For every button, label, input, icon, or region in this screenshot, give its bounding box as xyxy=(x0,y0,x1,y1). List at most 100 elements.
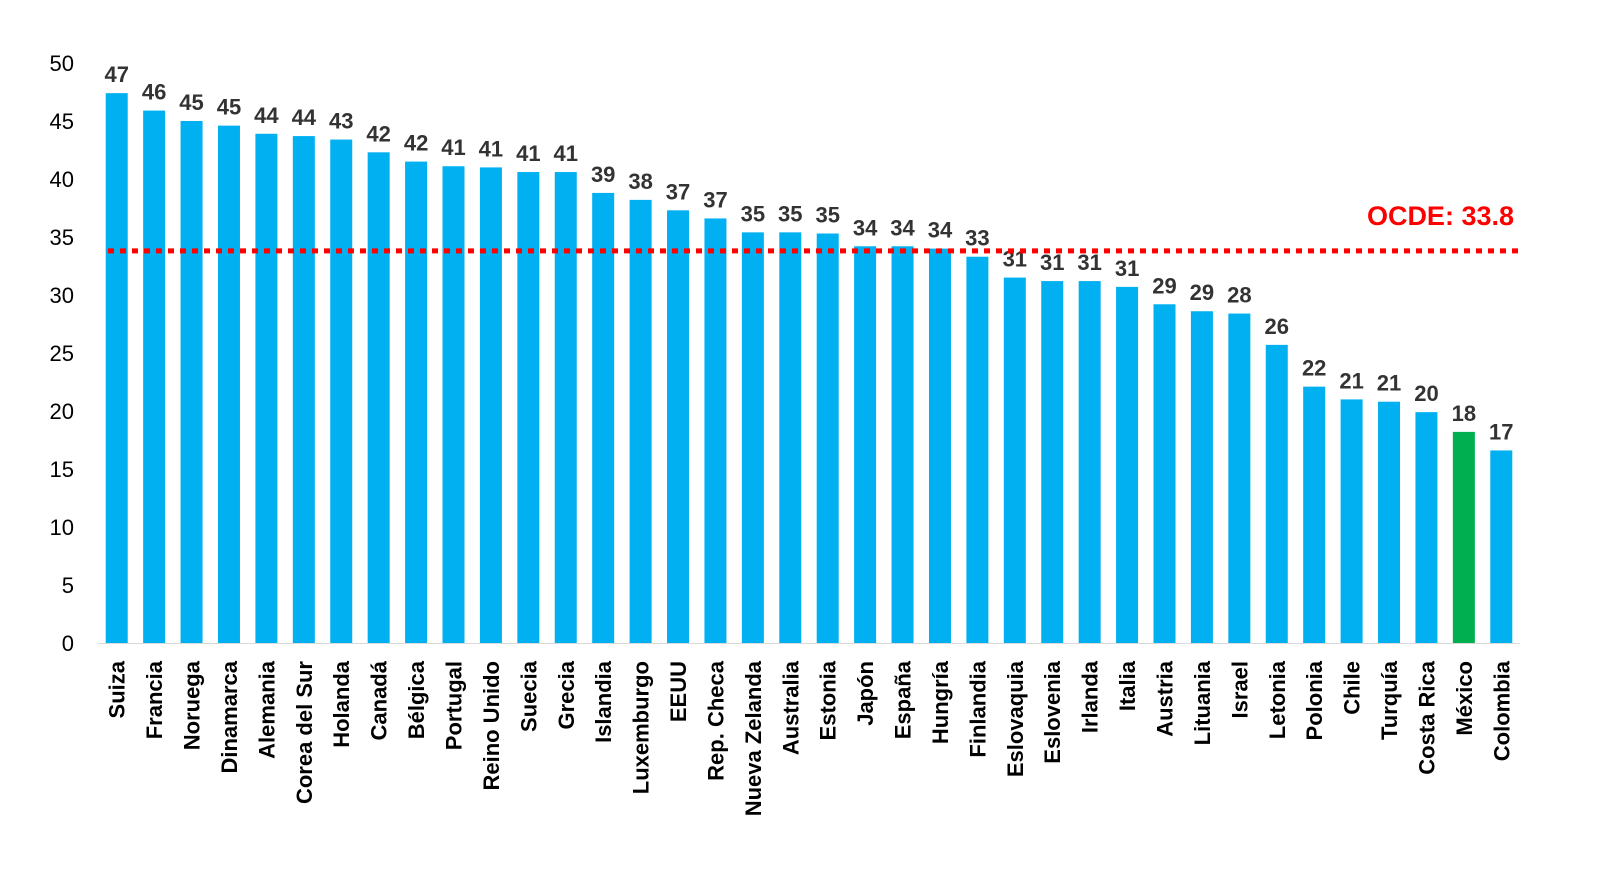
data-label-australia: 35 xyxy=(778,201,802,226)
bar-noruega xyxy=(180,121,203,643)
x-tick-label-italia: Italia xyxy=(1115,660,1140,711)
bar-chile xyxy=(1340,399,1363,643)
x-tick-label-alemania: Alemania xyxy=(254,660,279,759)
data-label-japón: 34 xyxy=(853,215,878,240)
x-tick-label-japón: Japón xyxy=(853,661,878,726)
data-label-suecia: 41 xyxy=(516,141,540,166)
data-label-francia: 46 xyxy=(142,80,166,105)
data-label-españa: 34 xyxy=(890,215,915,240)
bar-eslovaquia xyxy=(1003,277,1026,643)
bar-nueva-zelanda xyxy=(741,232,764,644)
bar-letonia xyxy=(1265,344,1288,643)
data-label-italia: 31 xyxy=(1115,256,1139,281)
data-label-chile: 21 xyxy=(1339,368,1363,393)
y-axis: 0 5 10 15 20 25 30 35 40 45 50 xyxy=(50,51,74,656)
bar-alemania xyxy=(255,133,278,643)
x-tick-label-reino-unido: Reino Unido xyxy=(479,661,504,791)
data-label-canadá: 42 xyxy=(366,121,390,146)
bar-suecia xyxy=(517,172,540,644)
data-label-eslovenia: 31 xyxy=(1040,250,1064,275)
x-tick-label-islandia: Islandia xyxy=(591,660,616,743)
bar-turquía xyxy=(1378,401,1401,643)
x-axis: Suiza Francia Noruega Dinamarca Alemania Core… xyxy=(98,643,1520,816)
data-label-lituania: 29 xyxy=(1190,280,1214,305)
bar-italia xyxy=(1116,286,1139,643)
bar-israel xyxy=(1228,313,1251,643)
x-tick-label-austria: Austria xyxy=(1153,660,1178,737)
x-tick-label-costa-rica: Costa Rica xyxy=(1414,660,1439,774)
bar-méxico xyxy=(1452,431,1475,643)
bars xyxy=(105,93,1513,644)
x-tick-label-noruega: Noruega xyxy=(180,660,205,750)
x-tick-label-lituania: Lituania xyxy=(1190,660,1215,745)
x-tick-label-méxico: México xyxy=(1452,661,1477,736)
bar-holanda xyxy=(330,139,353,643)
x-tick-label-chile: Chile xyxy=(1340,661,1365,715)
bar-austria xyxy=(1153,304,1176,643)
y-tick-label-10: 10 xyxy=(50,515,74,540)
bar-españa xyxy=(891,246,914,643)
data-label-estonia: 35 xyxy=(815,203,839,228)
bar-finlandia xyxy=(966,256,989,643)
y-tick-label-20: 20 xyxy=(50,399,74,424)
bar-australia xyxy=(779,232,802,644)
bar-japón xyxy=(854,246,877,643)
bar-canadá xyxy=(367,152,390,643)
bar-costa-rica xyxy=(1415,412,1438,643)
x-tick-label-israel: Israel xyxy=(1227,661,1252,719)
bar-portugal xyxy=(442,166,465,644)
x-tick-label-canadá: Canadá xyxy=(367,660,392,740)
data-label-polonia: 22 xyxy=(1302,356,1326,381)
data-label-irlanda: 31 xyxy=(1077,250,1101,275)
data-label-suiza: 47 xyxy=(104,62,128,87)
bar-eeuu xyxy=(667,210,690,643)
x-tick-label-estonia: Estonia xyxy=(816,660,841,740)
data-label-corea-del-sur: 44 xyxy=(292,105,317,130)
y-tick-label-25: 25 xyxy=(50,341,74,366)
bar-dinamarca xyxy=(217,125,240,643)
bar-francia xyxy=(143,110,166,643)
bar-hungría xyxy=(928,248,951,643)
data-label-israel: 28 xyxy=(1227,283,1251,308)
bar-islandia xyxy=(592,192,615,644)
x-tick-label-españa: España xyxy=(891,660,916,739)
bar-rep-checa xyxy=(704,218,727,643)
y-tick-label-40: 40 xyxy=(50,167,74,192)
x-tick-label-hungría: Hungría xyxy=(928,660,953,744)
x-tick-label-holanda: Holanda xyxy=(329,660,354,748)
x-tick-label-rep-checa: Rep. Checa xyxy=(703,660,728,781)
x-tick-label-corea-del-sur: Corea del Sur xyxy=(292,661,317,804)
data-label-portugal: 41 xyxy=(441,135,465,160)
x-tick-label-suecia: Suecia xyxy=(516,660,541,732)
x-tick-label-francia: Francia xyxy=(142,660,167,739)
data-label-reino-unido: 41 xyxy=(479,136,503,161)
bar-colombia xyxy=(1490,450,1513,643)
y-tick-label-5: 5 xyxy=(62,573,74,598)
bar-bélgica xyxy=(405,161,428,643)
data-labels: 47 46 45 45 44 44 43 42 42 41 41 41 41 39 38 37 37 35 35 35… xyxy=(104,62,1513,444)
bar-estonia xyxy=(816,233,839,643)
bar-irlanda xyxy=(1078,281,1101,643)
y-tick-label-50: 50 xyxy=(50,51,74,76)
data-label-nueva-zelanda: 35 xyxy=(741,201,765,226)
data-label-grecia: 41 xyxy=(554,141,578,166)
data-label-noruega: 45 xyxy=(179,90,203,115)
x-tick-label-finlandia: Finlandia xyxy=(965,660,990,757)
data-label-holanda: 43 xyxy=(329,109,353,134)
x-tick-label-australia: Australia xyxy=(778,660,803,755)
bar-luxemburgo xyxy=(629,199,652,643)
x-tick-label-bélgica: Bélgica xyxy=(404,660,429,739)
bar-lituania xyxy=(1190,311,1213,643)
x-tick-label-luxemburgo: Luxemburgo xyxy=(629,661,654,794)
data-label-dinamarca: 45 xyxy=(217,95,241,120)
reference-line-group: OCDE: 33.8 xyxy=(108,201,1520,254)
data-label-islandia: 39 xyxy=(591,162,615,187)
data-label-letonia: 26 xyxy=(1265,314,1289,339)
bar-suiza xyxy=(105,93,128,643)
bar-polonia xyxy=(1303,386,1326,643)
x-tick-label-grecia: Grecia xyxy=(554,660,579,729)
x-tick-label-nueva-zelanda: Nueva Zelanda xyxy=(741,660,766,816)
x-tick-label-polonia: Polonia xyxy=(1302,660,1327,740)
